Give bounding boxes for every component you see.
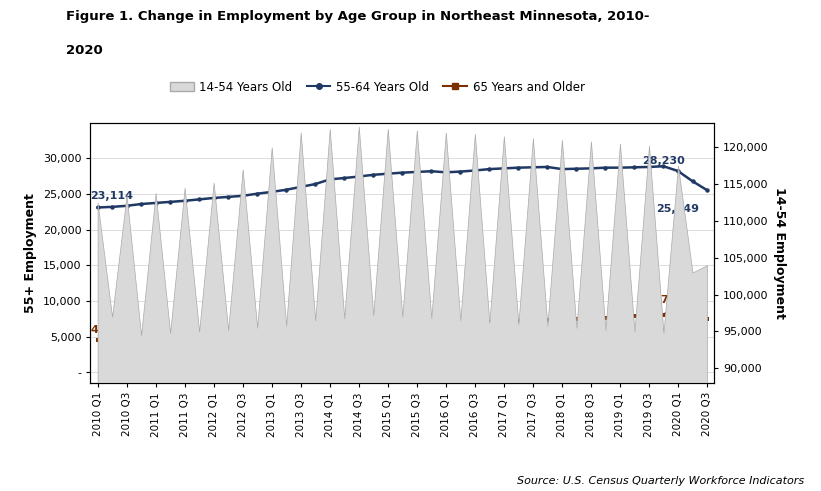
Text: 23,114: 23,114 (90, 191, 133, 201)
Text: 8,977: 8,977 (642, 296, 677, 305)
Y-axis label: 55+ Employment: 55+ Employment (24, 193, 37, 313)
Text: 25,549: 25,549 (656, 204, 699, 215)
Text: 28,230: 28,230 (642, 156, 685, 166)
Legend: 14-54 Years Old, 55-64 Years Old, 65 Years and Older: 14-54 Years Old, 55-64 Years Old, 65 Yea… (165, 76, 589, 98)
Text: Source: U.S. Census Quarterly Workforce Indicators: Source: U.S. Census Quarterly Workforce … (517, 476, 805, 486)
Y-axis label: 14-54 Employment: 14-54 Employment (773, 187, 786, 319)
Text: 2020: 2020 (66, 44, 103, 57)
Text: 4,582: 4,582 (90, 326, 126, 335)
Text: 7,467: 7,467 (656, 327, 692, 338)
Text: Figure 1. Change in Employment by Age Group in Northeast Minnesota, 2010-: Figure 1. Change in Employment by Age Gr… (66, 10, 649, 23)
